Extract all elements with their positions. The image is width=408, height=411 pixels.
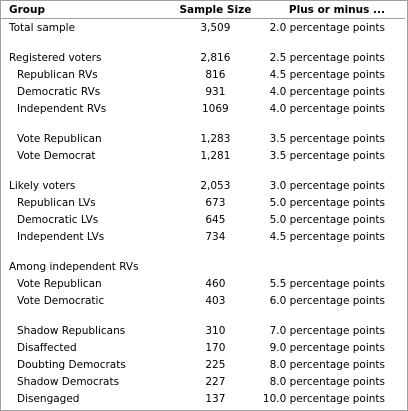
- table-cell: Vote Republican: [17, 133, 102, 145]
- header-cell: Plus or minus ...: [262, 2, 405, 19]
- table-cell: 227: [205, 376, 226, 388]
- table: Group Sample Size Plus or minus ... Tota…: [1, 2, 405, 408]
- table-cell: 2.5 percentage points: [269, 52, 385, 64]
- table-cell: Democratic LVs: [17, 214, 99, 226]
- table-cell: 460: [205, 278, 226, 290]
- table-cell: Independent LVs: [17, 231, 105, 243]
- table-cell: Democratic RVs: [17, 86, 101, 98]
- table-cell: Shadow Democrats: [17, 376, 120, 388]
- table-row: Vote Republican 460 5.5 percentage points: [1, 276, 405, 293]
- table-row: Total sample 3,509 2.0 percentage points: [1, 19, 405, 38]
- table-row: Shadow Republicans 310 7.0 percentage poin…: [1, 323, 405, 340]
- table-cell: 734: [205, 231, 226, 243]
- table-row: Among independent RVs: [1, 259, 405, 276]
- table-row: Vote Democrat 1,281 3.5 percentage points: [1, 148, 405, 165]
- spacer: [1, 165, 168, 178]
- spacer-row: [1, 37, 405, 50]
- spacer: [1, 118, 168, 131]
- table-row: Vote Democratic 403 6.0 percentage points: [1, 293, 405, 310]
- table-cell: 3.5 percentage points: [269, 150, 385, 162]
- table-cell: 3.5 percentage points: [269, 133, 385, 145]
- table-cell: 8.0 percentage points: [269, 359, 385, 371]
- table-cell: 3,509: [200, 21, 231, 34]
- table-cell: 403: [205, 295, 226, 307]
- table-row: Registered voters 2,816 2.5 percentage poi…: [1, 50, 405, 67]
- table-cell: 5.0 percentage points: [269, 214, 385, 226]
- table-cell: Likely voters: [9, 180, 76, 192]
- table-row: Doubting Democrats 225 8.0 percentage poin…: [1, 357, 405, 374]
- spacer: [1, 310, 168, 323]
- table-cell: 2,816: [200, 52, 231, 64]
- table-body: Total sample 3,509 2.0 percentage points Re…: [1, 19, 405, 409]
- table-cell: Vote Democrat: [17, 150, 96, 162]
- table-cell: Independent RVs: [17, 103, 107, 115]
- table-row: Democratic LVs 645 5.0 percentage points: [1, 212, 405, 229]
- table-cell: 4.5 percentage points: [269, 231, 385, 243]
- table-cell: 5.0 percentage points: [269, 197, 385, 209]
- table-row: Likely voters 2,053 3.0 percentage points: [1, 178, 405, 195]
- table-row: Independent LVs 734 4.5 percentage points: [1, 229, 405, 246]
- table-cell: 170: [205, 342, 226, 354]
- table-cell: 9.0 percentage points: [269, 342, 385, 354]
- table-cell: 2.0 percentage points: [269, 21, 385, 34]
- table-cell: 4.0 percentage points: [269, 103, 385, 115]
- table-cell: Republican LVs: [17, 197, 96, 209]
- table-row: Vote Republican 1,283 3.5 percentage point…: [1, 131, 405, 148]
- table-cell: [263, 259, 405, 276]
- table-cell: Total sample: [9, 21, 76, 34]
- table-cell: 1069: [202, 103, 229, 115]
- table-cell: Disengaged: [17, 393, 80, 405]
- table-cell: 1,283: [200, 133, 231, 145]
- spacer-row: [1, 246, 405, 259]
- table-cell: 5.5 percentage points: [269, 278, 385, 290]
- spacer: [1, 246, 168, 259]
- spacer-row: [1, 310, 405, 323]
- table-cell: 10.0 percentage points: [262, 393, 385, 405]
- table-cell: Republican RVs: [17, 69, 98, 81]
- table-cell: Vote Democratic: [17, 295, 105, 307]
- table-cell: 4.0 percentage points: [269, 86, 385, 98]
- table-cell: 137: [205, 393, 226, 405]
- table-cell: 816: [205, 69, 226, 81]
- header-cell: Group: [1, 2, 168, 19]
- table-cell: 7.0 percentage points: [269, 325, 385, 337]
- table-cell: Registered voters: [9, 52, 102, 64]
- table-cell: Vote Republican: [17, 278, 102, 290]
- table-row: Republican LVs 673 5.0 percentage points: [1, 195, 405, 212]
- table-cell: 3.0 percentage points: [269, 180, 385, 192]
- table-cell: Disaffected: [17, 342, 77, 354]
- table-row: Shadow Democrats 227 8.0 percentage points: [1, 374, 405, 391]
- spacer-row: [1, 118, 405, 131]
- table-row: Disengaged 137 10.0 percentage points: [1, 391, 405, 408]
- table-cell: 931: [205, 86, 226, 98]
- table-cell: 310: [205, 325, 226, 337]
- header-row: Group Sample Size Plus or minus ...: [1, 2, 405, 19]
- table-row: Republican RVs 816 4.5 percentage points: [1, 67, 405, 84]
- table-row: Democratic RVs 931 4.0 percentage points: [1, 84, 405, 101]
- table-row: Disaffected 170 9.0 percentage points: [1, 340, 405, 357]
- table-cell: 2,053: [200, 180, 231, 192]
- table-row: Independent RVs 1069 4.0 percentage points: [1, 101, 405, 118]
- spacer-row: [1, 165, 405, 178]
- table-cell: 4.5 percentage points: [269, 69, 385, 81]
- spacer: [1, 37, 168, 50]
- table-cell: Doubting Democrats: [17, 359, 126, 371]
- table-cell: Shadow Republicans: [17, 325, 126, 337]
- table-cell: 225: [205, 359, 226, 371]
- table-cell: 645: [205, 214, 226, 226]
- table-cell: Among independent RVs: [9, 261, 139, 273]
- table-cell: 6.0 percentage points: [269, 295, 385, 307]
- table-cell: 8.0 percentage points: [269, 376, 385, 388]
- header-cell: Sample Size: [167, 2, 263, 19]
- table-cell: 1,281: [200, 150, 231, 162]
- table-cell: 673: [205, 197, 226, 209]
- table-cell: [168, 259, 263, 276]
